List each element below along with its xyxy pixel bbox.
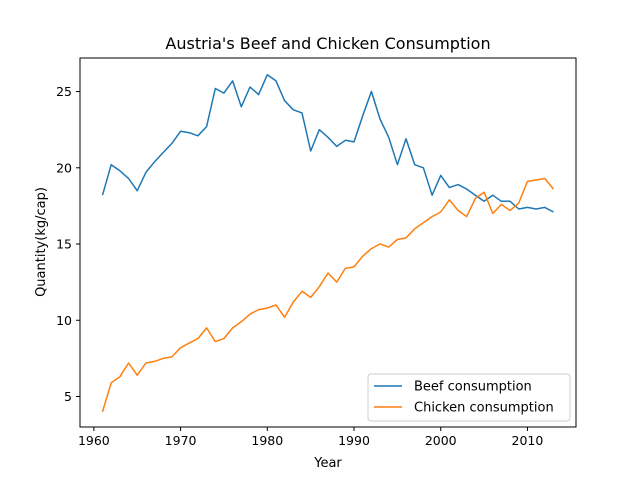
y-tick-label: 20 xyxy=(56,160,72,175)
y-axis: 5 10 15 20 25 xyxy=(56,84,80,404)
x-tick-label: 1990 xyxy=(338,433,370,448)
x-tick-label: 1980 xyxy=(251,433,283,448)
legend-label: Chicken consumption xyxy=(414,401,554,416)
x-tick-label: 1970 xyxy=(165,433,197,448)
y-tick-label: 10 xyxy=(56,313,72,328)
legend: Beef consumption Chicken consumption xyxy=(367,373,571,422)
y-axis-label: Quantity(kg/cap) xyxy=(34,187,49,297)
y-tick-label: 25 xyxy=(56,84,72,99)
series-line-0 xyxy=(101,74,554,213)
x-tick-label: 2000 xyxy=(425,433,457,448)
plot-frame xyxy=(79,57,577,428)
series-line-1 xyxy=(101,177,555,413)
x-tick-label: 1960 xyxy=(78,433,110,448)
plot-lines xyxy=(101,74,555,413)
x-tick-label: 2010 xyxy=(512,433,544,448)
chart-title: Austria's Beef and Chicken Consumption xyxy=(165,34,490,53)
legend-box xyxy=(367,373,571,422)
legend-label: Beef consumption xyxy=(414,380,532,395)
y-tick-label: 5 xyxy=(64,389,72,404)
x-axis-label: Year xyxy=(313,456,342,471)
y-tick-label: 15 xyxy=(56,237,72,252)
x-axis: 1960 1970 1980 1990 2000 2010 xyxy=(78,427,543,448)
